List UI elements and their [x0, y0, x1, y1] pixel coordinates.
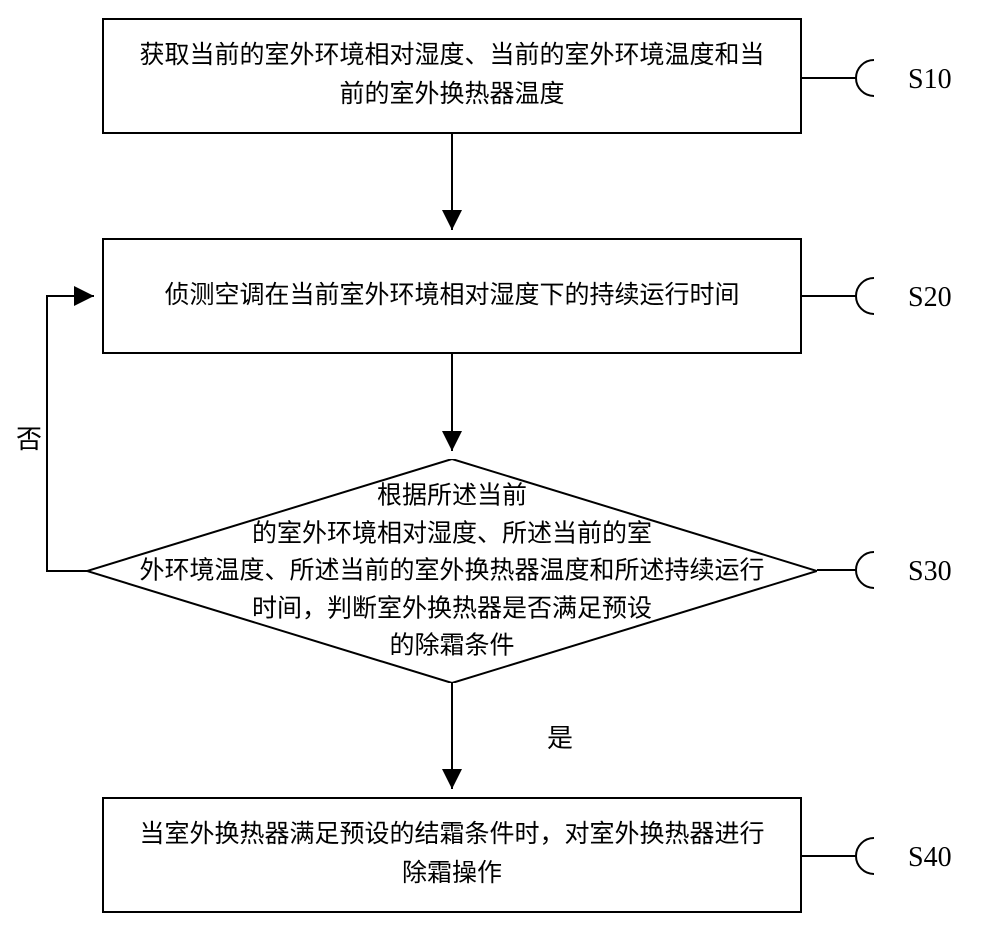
node-s10: 获取当前的室外环境相对湿度、当前的室外环境温度和当前的室外换热器温度	[102, 18, 802, 134]
flowchart-canvas: 获取当前的室外环境相对湿度、当前的室外环境温度和当前的室外换热器温度 S10 侦…	[0, 0, 1000, 941]
label-s10: S10	[908, 64, 952, 96]
edge-label-no: 否	[16, 419, 42, 456]
node-s40-text: 当室外换热器满足预设的结霜条件时，对室外换热器进行除霜操作	[139, 816, 764, 894]
edge-label-yes: 是	[547, 718, 573, 755]
label-s20: S20	[908, 282, 952, 314]
label-s40: S40	[908, 842, 952, 874]
node-s20: 侦测空调在当前室外环境相对湿度下的持续运行时间	[102, 238, 802, 354]
node-s20-text: 侦测空调在当前室外环境相对湿度下的持续运行时间	[164, 277, 739, 316]
node-s30: 根据所述当前的室外环境相对湿度、所述当前的室外环境温度、所述当前的室外换热器温度…	[87, 459, 817, 683]
node-s40: 当室外换热器满足预设的结霜条件时，对室外换热器进行除霜操作	[102, 797, 802, 913]
node-s10-text: 获取当前的室外环境相对湿度、当前的室外环境温度和当前的室外换热器温度	[139, 37, 764, 115]
label-s30: S30	[908, 556, 952, 588]
node-s30-text: 根据所述当前的室外环境相对湿度、所述当前的室外环境温度、所述当前的室外换热器温度…	[132, 477, 772, 665]
